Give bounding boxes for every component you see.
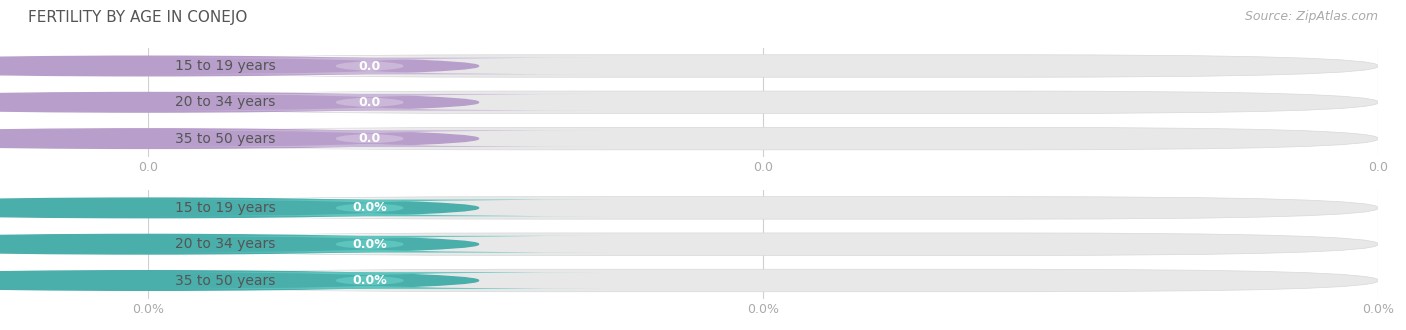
Circle shape xyxy=(0,271,478,290)
FancyBboxPatch shape xyxy=(0,198,492,218)
Circle shape xyxy=(0,234,478,254)
Text: 15 to 19 years: 15 to 19 years xyxy=(174,59,276,73)
FancyBboxPatch shape xyxy=(0,56,492,76)
FancyBboxPatch shape xyxy=(132,58,606,74)
Text: FERTILITY BY AGE IN CONEJO: FERTILITY BY AGE IN CONEJO xyxy=(28,10,247,25)
Text: 35 to 50 years: 35 to 50 years xyxy=(174,274,276,287)
Text: 0.0%: 0.0% xyxy=(353,238,387,251)
FancyBboxPatch shape xyxy=(148,55,1378,77)
Circle shape xyxy=(0,129,478,149)
Text: Source: ZipAtlas.com: Source: ZipAtlas.com xyxy=(1244,10,1378,23)
FancyBboxPatch shape xyxy=(0,234,492,254)
Text: 0.0: 0.0 xyxy=(359,96,381,109)
FancyBboxPatch shape xyxy=(0,271,492,290)
FancyBboxPatch shape xyxy=(132,272,606,289)
FancyBboxPatch shape xyxy=(132,94,606,111)
FancyBboxPatch shape xyxy=(0,92,492,112)
Text: 35 to 50 years: 35 to 50 years xyxy=(174,132,276,146)
FancyBboxPatch shape xyxy=(148,233,1378,255)
FancyBboxPatch shape xyxy=(132,236,606,252)
FancyBboxPatch shape xyxy=(148,269,1378,292)
Circle shape xyxy=(0,198,478,218)
Text: 0.0%: 0.0% xyxy=(353,201,387,214)
FancyBboxPatch shape xyxy=(148,91,1378,114)
FancyBboxPatch shape xyxy=(148,197,1378,219)
Text: 0.0%: 0.0% xyxy=(353,274,387,287)
Text: 15 to 19 years: 15 to 19 years xyxy=(174,201,276,215)
FancyBboxPatch shape xyxy=(0,129,492,149)
Text: 20 to 34 years: 20 to 34 years xyxy=(174,95,276,109)
Circle shape xyxy=(0,92,478,112)
FancyBboxPatch shape xyxy=(148,127,1378,150)
FancyBboxPatch shape xyxy=(132,200,606,216)
FancyBboxPatch shape xyxy=(132,130,606,147)
Text: 0.0: 0.0 xyxy=(359,132,381,145)
Circle shape xyxy=(0,56,478,76)
Text: 20 to 34 years: 20 to 34 years xyxy=(174,237,276,251)
Text: 0.0: 0.0 xyxy=(359,59,381,73)
